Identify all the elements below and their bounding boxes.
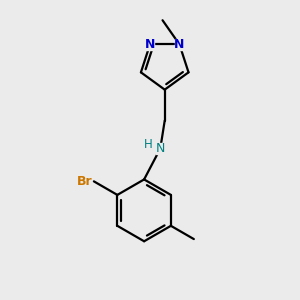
Text: N: N	[145, 38, 155, 51]
Text: Br: Br	[77, 175, 92, 188]
Bar	[156, 143, 164, 154]
Bar	[146, 39, 154, 50]
Text: H: H	[144, 139, 152, 152]
Text: N: N	[174, 38, 184, 51]
Text: N: N	[156, 142, 165, 155]
Bar	[175, 39, 184, 50]
